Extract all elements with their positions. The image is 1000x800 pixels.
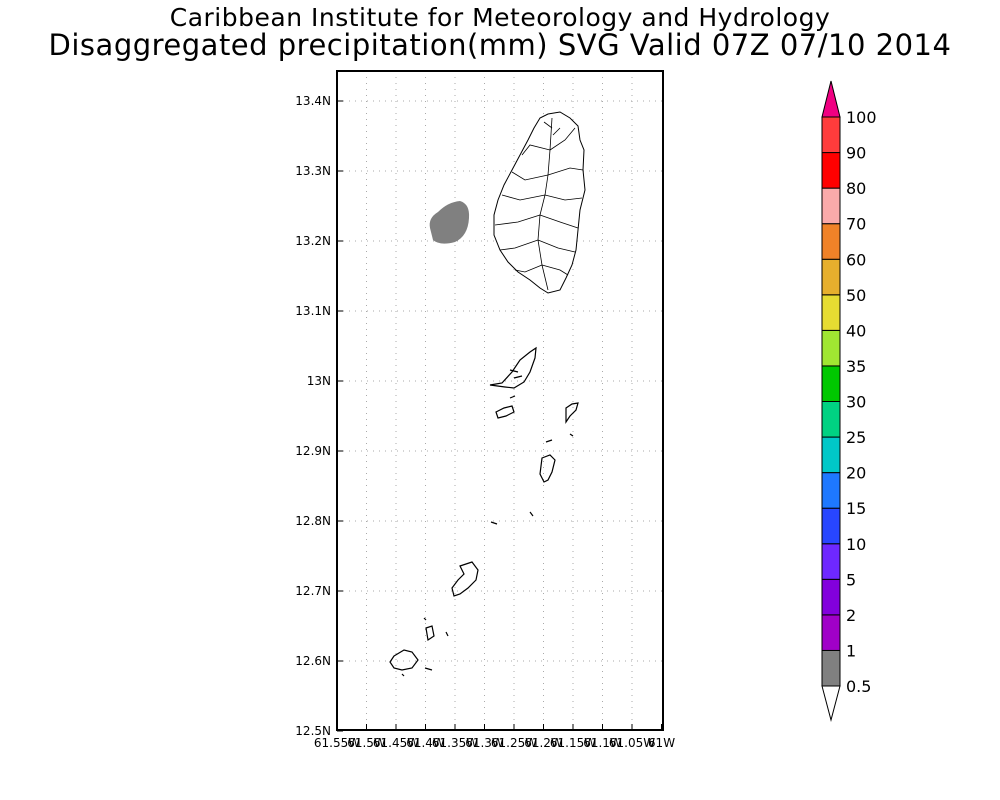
lat-tick-label: 12.7N [295,584,331,598]
colorbar-level-label: 40 [846,321,866,340]
colorbar-level-label: 1 [846,641,856,660]
lat-tick-label: 13.1N [295,304,331,318]
colorbar-level-label: 30 [846,393,866,412]
colorbar-bottom-arrow [821,685,841,722]
colorbar-swatch [821,578,841,616]
colorbar-level-label: 10 [846,535,866,554]
lon-tick-label: 61W [648,736,675,750]
colorbar-swatch [821,365,841,402]
colorbar-swatch [821,543,841,580]
grid-lines [337,71,663,730]
lon-tick-label: 61.4W [406,736,445,750]
lat-tick-label: 12.6N [295,654,331,668]
colorbar-level-label: 20 [846,464,866,483]
colorbar-swatch [821,507,841,545]
chart-title: Caribbean Institute for Meteorology and … [169,3,831,32]
lon-tick-label: 61.55W [314,736,360,750]
lat-tick-label: 12.9N [295,444,331,458]
colorbar-swatch [821,401,841,438]
lat-tick-label: 12.8N [295,514,331,528]
lon-tick-label: 61.2W [524,736,563,750]
colorbar-swatch [821,649,841,687]
colorbar-level-label: 100 [846,108,877,127]
map-frame [336,70,664,731]
precip-cell-gray [429,201,470,244]
chart-subtitle: Disaggregated precipitation(mm) SVG Vali… [48,28,952,62]
lon-tick-label: 61.3W [465,736,504,750]
grenadines-islands [389,346,579,677]
colorbar-swatch [821,294,841,331]
lat-tick-label: 13.4N [295,94,331,108]
colorbar-level-label: 0.5 [846,677,871,696]
colorbar-top-arrow [821,80,841,118]
colorbar-swatch [821,614,841,651]
colorbar-level-label: 70 [846,215,866,234]
lon-tick-label: 61.05W [609,736,655,750]
lat-tick-label: 12.5N [295,724,331,738]
latitude-axis: 13.4N 13.3N 13.2N 13.1N 13N 12.9N 12.8N 12.7N 12… [295,94,343,738]
colorbar-swatch [821,436,841,474]
colorbar-level-label: 80 [846,179,866,198]
colorbar-swatch [821,152,841,189]
colorbar-swatch [821,258,841,296]
colorbar-swatch [821,116,841,154]
longitude-axis: 61.55W61.5W61.45W61.4W61.35W61.3W61.25W6… [314,724,675,750]
colorbar-level-label: 15 [846,499,866,518]
colorbar-level-label: 35 [846,357,866,376]
colorbar-swatch [821,472,841,509]
lon-tick-label: 61.45W [373,736,419,750]
colorbar-level-label: 90 [846,144,866,163]
colorbar-level-label: 25 [846,428,866,447]
colorbar-level-label: 50 [846,286,866,305]
colorbar-level-label: 5 [846,570,856,589]
lon-tick-label: 61.15W [550,736,596,750]
lat-tick-label: 13N [307,374,331,388]
lon-tick-label: 61.5W [347,736,386,750]
lon-tick-label: 61.25W [491,736,537,750]
lon-tick-label: 61.1W [583,736,622,750]
colorbar-swatch [821,329,841,367]
colorbar-level-label: 2 [846,606,856,625]
lat-tick-label: 13.3N [295,164,331,178]
st-vincent-watersheds [494,117,584,291]
colorbar-level-label: 60 [846,250,866,269]
lat-tick-label: 13.2N [295,234,331,248]
lon-tick-label: 61.35W [432,736,478,750]
colorbar-swatch [821,223,841,260]
colorbar-swatch [821,187,841,225]
